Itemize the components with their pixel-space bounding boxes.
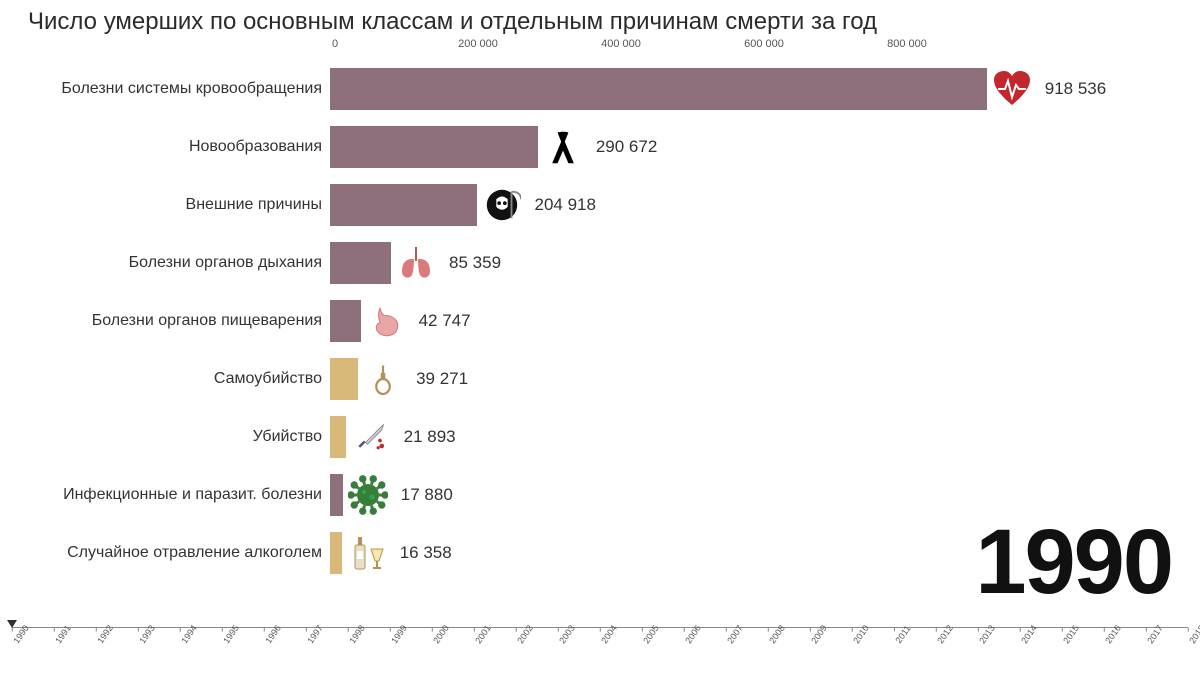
row-label: Внешние причины [0,196,330,214]
timeline-tick: 2015 [1056,620,1081,646]
timeline[interactable]: 1990199119921993199419951996199719981999… [12,627,1188,669]
bar-track: 918 536 [330,60,1106,118]
row-label: Болезни органов дыхания [0,254,330,272]
table-row: Болезни системы кровообращения 918 536 [0,60,1200,118]
timeline-tick: 1994 [174,620,199,646]
timeline-tick: 2005 [636,620,661,646]
timeline-tick: 2004 [594,620,619,646]
reaper-icon [481,184,523,226]
table-row: Самоубийство 39 271 [0,350,1200,408]
ribbon-icon [542,126,584,168]
chart-title: Число умерших по основным классам и отде… [0,0,1200,36]
row-label: Убийство [0,428,330,446]
x-axis-tick: 400 000 [601,38,641,50]
timeline-tick: 2013 [972,620,997,646]
row-value: 85 359 [449,253,501,273]
knife-icon [350,416,392,458]
noose-icon [362,358,404,400]
table-row: Убийство 21 893 [0,408,1200,466]
timeline-tick: 1999 [384,620,409,646]
bar [330,126,538,168]
virus-icon [347,474,389,516]
x-axis-tick: 200 000 [458,38,498,50]
timeline-tick: 2018 [1182,620,1200,646]
bar [330,416,346,458]
timeline-tick: 2001 [468,620,493,646]
timeline-tick: 1998 [342,620,367,646]
bar-track: 16 358 [330,524,1045,582]
bar-track: 21 893 [330,408,1045,466]
stomach-icon [365,300,407,342]
bar-track: 85 359 [330,234,1045,292]
table-row: Болезни органов дыхания 85 359 [0,234,1200,292]
timeline-tick: 2000 [426,620,451,646]
timeline-tick: 2017 [1140,620,1165,646]
bar [330,242,391,284]
row-value: 204 918 [535,195,596,215]
timeline-tick: 1991 [48,620,73,646]
bar [330,184,477,226]
bar-track: 204 918 [330,176,1045,234]
row-value: 16 358 [400,543,452,563]
bar-track: 39 271 [330,350,1045,408]
row-value: 42 747 [419,311,471,331]
row-value: 39 271 [416,369,468,389]
bar [330,474,343,516]
row-value: 290 672 [596,137,657,157]
row-label: Случайное отравление алкоголем [0,544,330,562]
heart-icon [991,68,1033,110]
year-display: 1990 [975,510,1172,615]
timeline-tick: 2014 [1014,620,1039,646]
table-row: Внешние причины 204 918 [0,176,1200,234]
bar [330,300,361,342]
timeline-tick: 2006 [678,620,703,646]
row-label: Болезни органов пищеварения [0,312,330,330]
row-value: 17 880 [401,485,453,505]
timeline-tick: 2012 [930,620,955,646]
x-axis-tick: 800 000 [887,38,927,50]
timeline-tick: 1996 [258,620,283,646]
timeline-tick: 2002 [510,620,535,646]
timeline-tick: 1997 [300,620,325,646]
x-axis: 0 200 000 400 000 600 000 800 000 [335,38,1050,56]
lungs-icon [395,242,437,284]
timeline-tick: 2008 [762,620,787,646]
timeline-tick: 2009 [804,620,829,646]
row-value: 918 536 [1045,79,1106,99]
x-axis-tick: 600 000 [744,38,784,50]
timeline-tick: 2007 [720,620,745,646]
timeline-tick: 1993 [132,620,157,646]
row-label: Болезни системы кровообращения [0,80,330,98]
bar [330,68,987,110]
bar [330,532,342,574]
timeline-tick: 2011 [888,620,912,645]
bar-track: 42 747 [330,292,1045,350]
timeline-tick: 2010 [846,620,871,646]
bar-track: 17 880 [330,466,1045,524]
row-label: Новообразования [0,138,330,156]
table-row: Новообразования 290 672 [0,118,1200,176]
alcohol-icon [346,532,388,574]
timeline-tick: 2016 [1098,620,1123,646]
row-label: Инфекционные и паразит. болезни [0,486,330,504]
row-label: Самоубийство [0,370,330,388]
timeline-tick: 2003 [552,620,577,646]
table-row: Болезни органов пищеварения 42 747 [0,292,1200,350]
timeline-tick: 1995 [216,620,241,646]
row-value: 21 893 [404,427,456,447]
timeline-tick: 1992 [90,620,115,646]
bar [330,358,358,400]
x-axis-tick: 0 [332,38,338,50]
bar-track: 290 672 [330,118,1045,176]
